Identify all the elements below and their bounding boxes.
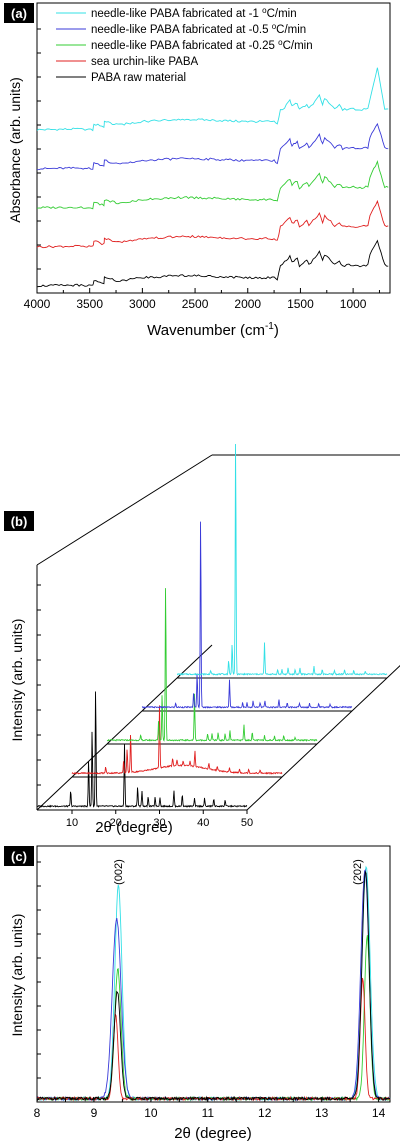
panel-b-3d-frame [36, 454, 400, 811]
panel-a-curves [36, 67, 389, 288]
panel-b: 10 20 30 40 50 (b) Intensity (arb. units) 2θ… [4, 443, 400, 836]
panel-b-x-ticks: 10 20 30 40 50 [66, 810, 253, 829]
panel-b-series-line [177, 443, 388, 676]
panel-c-series-line [36, 935, 391, 1102]
panel-c-series-line [36, 865, 391, 1102]
panel-a-x-label: Wavenumber (cm-1) [147, 321, 279, 339]
panel-c-frame [36, 845, 391, 1103]
panel-c: (c) (002) (202) 8 9 10 11 12 13 14 Intensity (a… [4, 845, 391, 1142]
panel-b-x-tick-label: 30 [153, 817, 165, 829]
panel-c-x-ticks: 8 9 10 11 12 13 14 [34, 861, 386, 1120]
panel-c-series-line [36, 870, 391, 1102]
panel-a-x-tick-label: 2500 [182, 297, 209, 311]
panel-c-label-box [4, 846, 34, 866]
panel-a-legend-label: needle-like PABA fabricated at -0.5 oC/m… [91, 22, 306, 36]
panel-b-x-tick-label: 50 [241, 817, 253, 829]
panel-b-series-line [71, 705, 283, 775]
panel-a-x-label-sup: -1 [265, 321, 274, 332]
panel-a-x-tick-label: 1000 [340, 297, 367, 311]
panel-c-x-label: 2θ (degree) [174, 1125, 252, 1142]
panel-a-label-box [4, 3, 34, 23]
panel-c-y-label: Intensity (arb. units) [9, 914, 25, 1037]
panel-a-x-tick-label: 1500 [287, 297, 314, 311]
panel-a-x-tick-label: 4000 [24, 297, 51, 311]
panel-c-curves [36, 865, 391, 1102]
panel-a-y-label: Absorbance (arb. units) [7, 77, 23, 223]
panel-b-layer-edge [71, 743, 108, 778]
panel-c-peak-annotation: (002) [113, 859, 125, 885]
panel-a-series-line [36, 67, 389, 132]
panel-a-x-label-end: ) [274, 322, 279, 339]
panel-a-label: (a) [11, 6, 27, 21]
panel-b-layer-edge [36, 776, 73, 811]
panel-a-series-line [36, 122, 389, 171]
panel-c-x-tick-label: 12 [258, 1106, 272, 1120]
panel-a-x-label-main: Wavenumber (cm [147, 322, 265, 339]
panel-b-x-tick-label: 40 [197, 817, 209, 829]
panel-c-annotations: (002) (202) [113, 859, 364, 885]
panel-b-layer-edge [141, 677, 178, 712]
panel-a-series-line [36, 159, 389, 210]
panel-a-series-line [36, 239, 389, 288]
panel-a-x-tick-label: 3500 [76, 297, 103, 311]
panel-a-frame [36, 2, 391, 294]
panel-b-x-label: 2θ (degree) [95, 819, 173, 836]
panel-a: (a) needle-like PABA fabricated at -1 oC… [4, 2, 391, 339]
panel-a-legend-label: needle-like PABA fabricated at -1 oC/min [91, 6, 297, 20]
panel-a-x-ticks: 4000 3500 3000 2500 2000 1500 1000 [24, 28, 380, 311]
panel-b-series-line [36, 691, 248, 808]
panel-b-label: (b) [11, 514, 28, 529]
panel-b-label-box [4, 511, 34, 531]
panel-c-series-line [36, 977, 391, 1102]
panel-b-series-line [141, 521, 353, 709]
panel-c-x-tick-label: 10 [144, 1106, 158, 1120]
panel-c-x-tick-label: 9 [91, 1106, 98, 1120]
panel-a-legend: needle-like PABA fabricated at -1 oC/min… [56, 6, 313, 84]
panel-b-x-tick-label: 20 [110, 817, 122, 829]
panel-a-legend-label: needle-like PABA fabricated at -0.25 oC/… [91, 38, 313, 52]
panel-c-x-tick-label: 11 [202, 1106, 215, 1120]
panel-c-label: (c) [11, 849, 27, 864]
panel-a-legend-label: sea urchin-like PABA [91, 56, 198, 68]
panel-c-peak-annotation: (202) [352, 859, 364, 885]
panel-a-x-tick-label: 3000 [129, 297, 156, 311]
panel-a-legend-label: PABA raw material [91, 72, 186, 84]
panel-c-x-tick-label: 8 [34, 1106, 41, 1120]
panel-b-depth-axis-right [246, 665, 400, 811]
panel-b-series-line [106, 588, 318, 742]
panel-c-x-tick-label: 14 [372, 1106, 386, 1120]
panel-b-layer-edge [176, 644, 213, 679]
panel-a-x-tick-label: 2000 [234, 297, 261, 311]
panel-a-series-line [36, 199, 389, 249]
panel-b-curves [36, 443, 388, 808]
panel-b-top-left-edge [36, 454, 213, 566]
panel-b-y-label: Intensity (arb. units) [9, 619, 25, 742]
panel-b-x-tick-label: 10 [66, 817, 78, 829]
panel-c-x-tick-label: 13 [315, 1106, 329, 1120]
panel-b-layer-edge [106, 710, 143, 745]
panel-c-series-line [36, 869, 391, 1102]
